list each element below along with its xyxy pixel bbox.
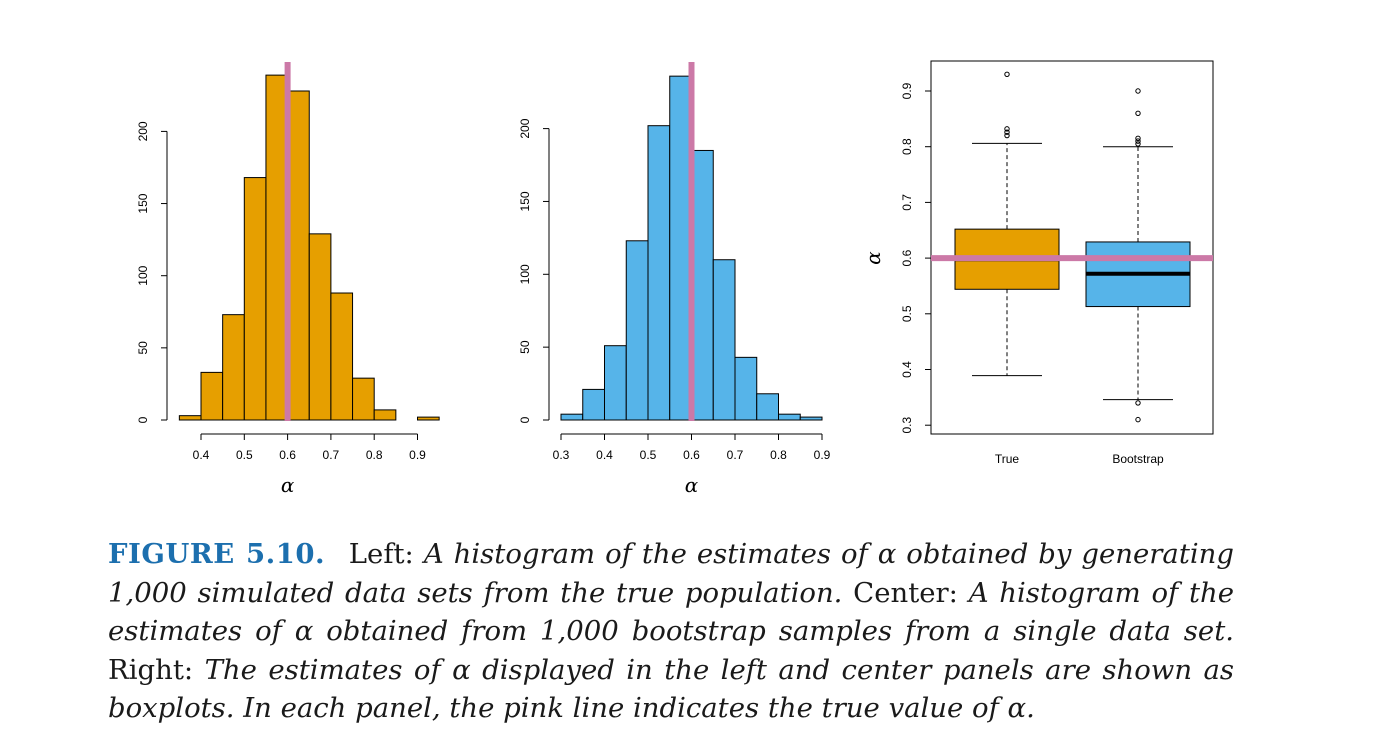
histogram-bar xyxy=(712,259,736,421)
caption-part: The estimates of α displayed in the left… xyxy=(108,653,1234,725)
x-axis-title: α xyxy=(281,473,295,497)
y-tick-label: 0.7 xyxy=(900,194,914,211)
histogram-bar xyxy=(178,415,202,421)
caption-part: A histogram of the estimates of α obtain… xyxy=(108,538,1234,609)
outlier-point xyxy=(1135,400,1141,406)
histogram-bar xyxy=(691,149,714,421)
histogram-bar xyxy=(799,416,823,421)
x-tick-label: 0.5 xyxy=(640,448,657,462)
y-tick-label: 0.8 xyxy=(900,138,914,155)
caption-part: A histogram of the estimates of α obtain… xyxy=(108,576,1234,648)
outlier-point xyxy=(1135,135,1141,142)
y-tick-label: 50 xyxy=(518,340,532,354)
y-tick-label: 100 xyxy=(518,264,532,284)
caption-part: Center: xyxy=(853,576,969,609)
histogram-bar xyxy=(560,413,584,421)
histogram-bar xyxy=(647,125,671,421)
x-axis-title: α xyxy=(685,473,699,497)
figure-label: FIGURE 5.10. xyxy=(108,538,326,570)
x-tick-label: 0.7 xyxy=(727,448,744,462)
outlier-point xyxy=(1004,132,1010,139)
histogram-bar xyxy=(669,75,692,421)
y-tick-label: 200 xyxy=(136,121,150,141)
histogram-bar xyxy=(265,74,289,421)
histogram-bar xyxy=(582,388,605,421)
histogram-bar xyxy=(243,177,267,421)
outlier-point xyxy=(1135,88,1141,94)
y-tick-label: 0.9 xyxy=(900,82,914,99)
histogram-bar xyxy=(778,413,801,421)
y-tick-label: 0.4 xyxy=(900,361,914,378)
boxplot-true xyxy=(954,71,1060,377)
histogram-bar xyxy=(308,233,332,421)
histogram-true-population: 0.4 0.5 0.6 0.7 0.8 0.9 0 50 100 150 200 α xyxy=(136,62,440,497)
histogram-bar xyxy=(373,409,397,421)
y-tick-label: 150 xyxy=(136,193,150,213)
x-tick-label: 0.6 xyxy=(683,448,700,462)
histogram-bar xyxy=(222,314,245,421)
caption-part: Left: xyxy=(348,538,424,570)
y-tick-label: 50 xyxy=(136,341,150,355)
x-tick-label: 0.8 xyxy=(366,448,383,462)
caption-part: Right: xyxy=(108,653,205,686)
outlier-point xyxy=(1004,129,1010,135)
x-tick-label: 0.6 xyxy=(279,448,296,462)
plot-frame xyxy=(930,60,1214,435)
x-tick-label: 0.5 xyxy=(236,448,253,462)
y-tick-label: 150 xyxy=(518,191,532,211)
histogram-bar xyxy=(330,292,354,421)
x-tick-label: 0.9 xyxy=(814,448,831,462)
outlier-point xyxy=(1004,126,1010,132)
y-tick-label: 0 xyxy=(136,416,150,423)
y-tick-label: 200 xyxy=(518,118,532,138)
x-tick-label: 0.4 xyxy=(596,448,613,462)
x-tick-label: 0.4 xyxy=(193,448,210,462)
outlier-point xyxy=(1135,138,1141,144)
x-tick-label: 0.7 xyxy=(323,448,340,462)
x-tick-label: 0.9 xyxy=(409,448,426,462)
histogram-bar xyxy=(352,377,375,421)
histogram-bar xyxy=(417,416,440,421)
histogram-bar xyxy=(200,371,224,421)
x-category-label: True xyxy=(995,452,1020,466)
y-tick-label: 0.6 xyxy=(900,249,914,266)
histogram-bar xyxy=(734,356,758,421)
outlier-point xyxy=(1135,110,1141,116)
histogram-bar xyxy=(756,393,779,421)
x-tick-label: 0.8 xyxy=(770,448,787,462)
y-tick-label: 0.3 xyxy=(900,417,914,434)
figure-caption: FIGURE 5.10. Left: A histogram of the es… xyxy=(108,535,1234,728)
histogram-bar xyxy=(604,345,627,421)
y-axis-title: α xyxy=(861,251,885,265)
boxplot-comparison: True Bootstrap 0.3 0.4 0.5 0.6 0.7 0.8 0.9 α xyxy=(861,60,1214,466)
outlier-point xyxy=(1135,141,1141,147)
outlier-point xyxy=(1135,416,1141,423)
y-tick-label: 0 xyxy=(518,416,532,423)
histogram-bar xyxy=(287,90,310,421)
outlier-point xyxy=(1004,71,1010,77)
x-category-label: Bootstrap xyxy=(1112,452,1164,466)
boxplot-bootstrap xyxy=(1085,88,1191,423)
x-tick-label: 0.3 xyxy=(553,448,570,462)
caption-text: Left: A histogram of the estimates of α … xyxy=(108,538,1234,724)
histogram-bootstrap: 0.3 0.4 0.5 0.6 0.7 0.8 0.9 0 50 100 150 200 α xyxy=(518,62,831,497)
histogram-bar xyxy=(625,240,649,421)
y-tick-label: 100 xyxy=(136,265,150,285)
y-tick-label: 0.5 xyxy=(900,305,914,322)
